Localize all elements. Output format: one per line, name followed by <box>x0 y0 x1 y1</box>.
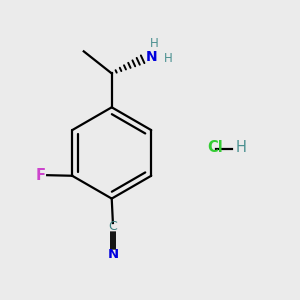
Text: H: H <box>164 52 172 65</box>
Text: C: C <box>109 220 117 233</box>
Text: H: H <box>236 140 246 155</box>
Text: H: H <box>149 37 158 50</box>
Text: F: F <box>35 168 45 183</box>
Text: Cl: Cl <box>207 140 223 155</box>
Text: N: N <box>107 248 118 261</box>
Text: N: N <box>146 50 157 64</box>
